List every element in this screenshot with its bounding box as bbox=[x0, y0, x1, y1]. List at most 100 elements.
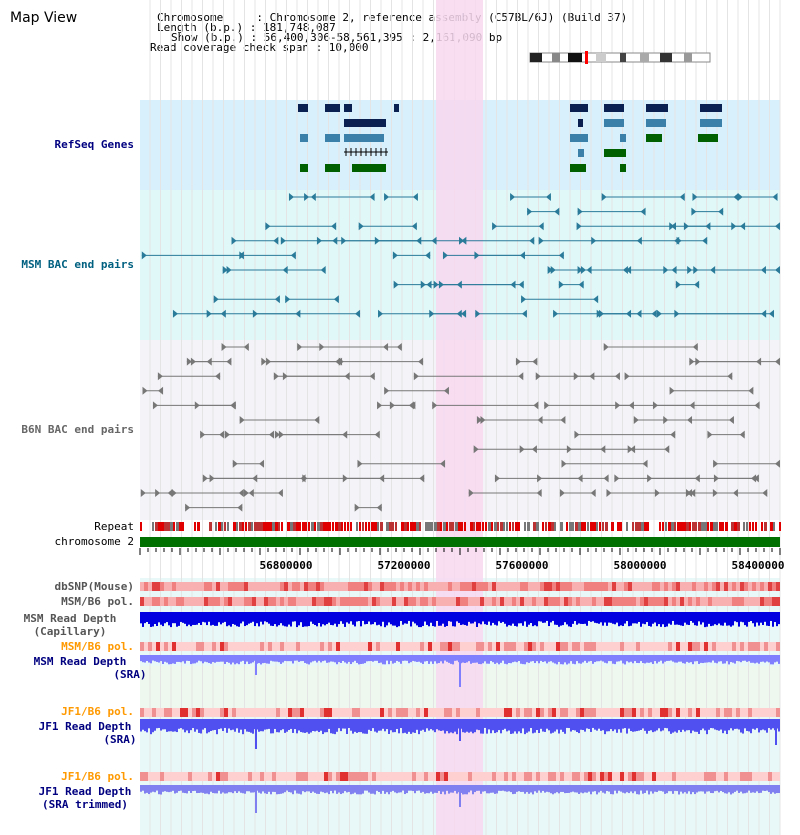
msm-depth-sra bbox=[290, 655, 292, 662]
track-label-repeat[interactable]: Repeat bbox=[94, 520, 134, 533]
jf1-b6-pol-strip bbox=[300, 708, 304, 717]
jf1-b6-pol-strip bbox=[644, 708, 648, 717]
jf1-b6-pol-strip bbox=[172, 708, 176, 717]
msm-depth-sra bbox=[142, 655, 144, 663]
msm-depth-sra bbox=[736, 655, 738, 661]
dbsnp-strip bbox=[220, 582, 224, 591]
jf1-depth-sra bbox=[654, 719, 656, 732]
msm-depth-sra bbox=[178, 655, 180, 662]
track-label-jf1-depth[interactable]: JF1 Read Depth bbox=[38, 720, 132, 733]
repeat-mark bbox=[509, 522, 511, 531]
msm-depth-capillary bbox=[398, 612, 400, 627]
repeat-mark bbox=[413, 522, 416, 531]
msm-depth-capillary bbox=[592, 612, 594, 622]
jf1-b6-pol-strip bbox=[484, 708, 488, 717]
jf1-b6-pol-strip bbox=[692, 708, 696, 717]
msm-b6-pol-sra-strip bbox=[384, 642, 388, 651]
jf1-depth-sra bbox=[610, 719, 612, 730]
track-label-msm-b6-pol-sra[interactable]: MSM/B6 pol. bbox=[61, 640, 134, 653]
jf1-depth-trimmed bbox=[252, 785, 254, 793]
msm-depth-capillary bbox=[492, 612, 494, 623]
track-label-msm-depth-capillary[interactable]: MSM Read Depth bbox=[23, 612, 117, 625]
msm-b6-pol-strip bbox=[228, 597, 232, 606]
jf1-depth-sra bbox=[310, 719, 312, 733]
jf1-b6-pol-trimmed-strip bbox=[540, 772, 544, 781]
msm-depth-sra bbox=[760, 655, 762, 662]
track-label-msm-b6-pol[interactable]: MSM/B6 pol. bbox=[61, 595, 134, 608]
jf1-b6-pol-trimmed-strip bbox=[456, 772, 460, 781]
msm-b6-pol-strip bbox=[516, 597, 520, 606]
track-label-refseq[interactable]: RefSeq Genes bbox=[54, 138, 134, 151]
msm-bac-pair-end bbox=[172, 309, 178, 318]
msm-depth-capillary bbox=[424, 612, 426, 622]
msm-bac-pair-end bbox=[426, 280, 432, 289]
jf1-depth-sra bbox=[440, 719, 442, 731]
msm-depth-capillary bbox=[366, 612, 368, 624]
msm-depth-sra bbox=[260, 655, 262, 665]
jf1-depth-trimmed bbox=[606, 785, 608, 791]
repeat-mark bbox=[290, 522, 293, 531]
jf1-b6-pol-trimmed-strip bbox=[596, 772, 600, 781]
dbsnp-strip bbox=[196, 582, 200, 591]
track-label-b6n-bac[interactable]: B6N BAC end pairs bbox=[21, 423, 134, 436]
jf1-depth-trimmed bbox=[492, 785, 494, 793]
jf1-b6-pol-strip bbox=[244, 708, 248, 717]
jf1-b6-pol-strip bbox=[588, 708, 592, 717]
dbsnp-strip bbox=[676, 582, 680, 591]
dbsnp-strip bbox=[228, 582, 232, 591]
track-label-chromosome[interactable]: chromosome 2 bbox=[54, 535, 134, 548]
jf1-b6-pol-strip bbox=[584, 708, 588, 717]
dbsnp-strip bbox=[252, 582, 256, 591]
dbsnp-strip bbox=[340, 582, 344, 591]
msm-b6-pol-strip bbox=[740, 597, 744, 606]
jf1-b6-pol-trimmed-strip bbox=[684, 772, 688, 781]
track-label-msm-bac[interactable]: MSM BAC end pairs bbox=[21, 258, 134, 271]
jf1-depth-sra bbox=[182, 719, 184, 730]
msm-b6-pol-sra-strip bbox=[432, 642, 436, 651]
jf1-b6-pol-strip bbox=[656, 708, 660, 717]
msm-depth-sra bbox=[742, 655, 744, 661]
msm-b6-pol-strip bbox=[436, 597, 440, 606]
jf1-depth-trimmed bbox=[750, 785, 752, 793]
msm-depth-sra bbox=[482, 655, 484, 664]
jf1-depth-trimmed bbox=[680, 785, 682, 792]
repeat-mark bbox=[194, 522, 196, 531]
msm-b6-pol-sra-strip bbox=[708, 642, 712, 651]
jf1-b6-pol-trimmed-strip bbox=[708, 772, 712, 781]
msm-b6-pol-strip bbox=[656, 597, 660, 606]
msm-depth-capillary bbox=[154, 612, 156, 624]
track-label-dbsnp[interactable]: dbSNP(Mouse) bbox=[54, 580, 134, 593]
jf1-b6-pol-trimmed-strip bbox=[388, 772, 392, 781]
msm-b6-pol-sra-strip bbox=[340, 642, 344, 651]
jf1-depth-trimmed bbox=[326, 785, 328, 793]
msm-depth-sra bbox=[350, 655, 352, 665]
repeat-mark bbox=[329, 522, 331, 531]
dbsnp-strip bbox=[484, 582, 488, 591]
msm-depth-capillary bbox=[744, 612, 746, 626]
msm-depth-capillary bbox=[576, 612, 578, 625]
track-label-jf1-depth-trimmed[interactable]: JF1 Read Depth bbox=[38, 785, 132, 798]
msm-depth-sra bbox=[698, 655, 700, 664]
jf1-depth-sra bbox=[186, 719, 188, 731]
track-label-msm-depth-sra[interactable]: MSM Read Depth bbox=[33, 655, 127, 668]
jf1-depth-sra bbox=[678, 719, 680, 731]
msm-depth-sra bbox=[606, 655, 608, 664]
msm-depth-sra bbox=[716, 655, 718, 664]
dbsnp-strip bbox=[364, 582, 368, 591]
msm-b6-pol-strip bbox=[640, 597, 644, 606]
msm-depth-capillary bbox=[256, 612, 258, 624]
msm-depth-sra bbox=[512, 655, 514, 663]
jf1-depth-sra bbox=[444, 719, 446, 734]
dbsnp-strip bbox=[188, 582, 192, 591]
msm-depth-sra bbox=[288, 655, 290, 662]
b6n-bac-pair-end bbox=[377, 401, 383, 410]
track-label-jf1-b6-pol[interactable]: JF1/B6 pol. bbox=[61, 705, 134, 718]
jf1-b6-pol-trimmed-strip bbox=[584, 772, 588, 781]
repeat-mark bbox=[659, 522, 661, 531]
msm-b6-pol-sra-strip bbox=[572, 642, 576, 651]
msm-depth-sra bbox=[604, 655, 606, 663]
jf1-depth-sra bbox=[376, 719, 378, 733]
track-label-jf1-b6-pol-trimmed[interactable]: JF1/B6 pol. bbox=[61, 770, 134, 783]
msm-depth-sra bbox=[546, 655, 548, 664]
